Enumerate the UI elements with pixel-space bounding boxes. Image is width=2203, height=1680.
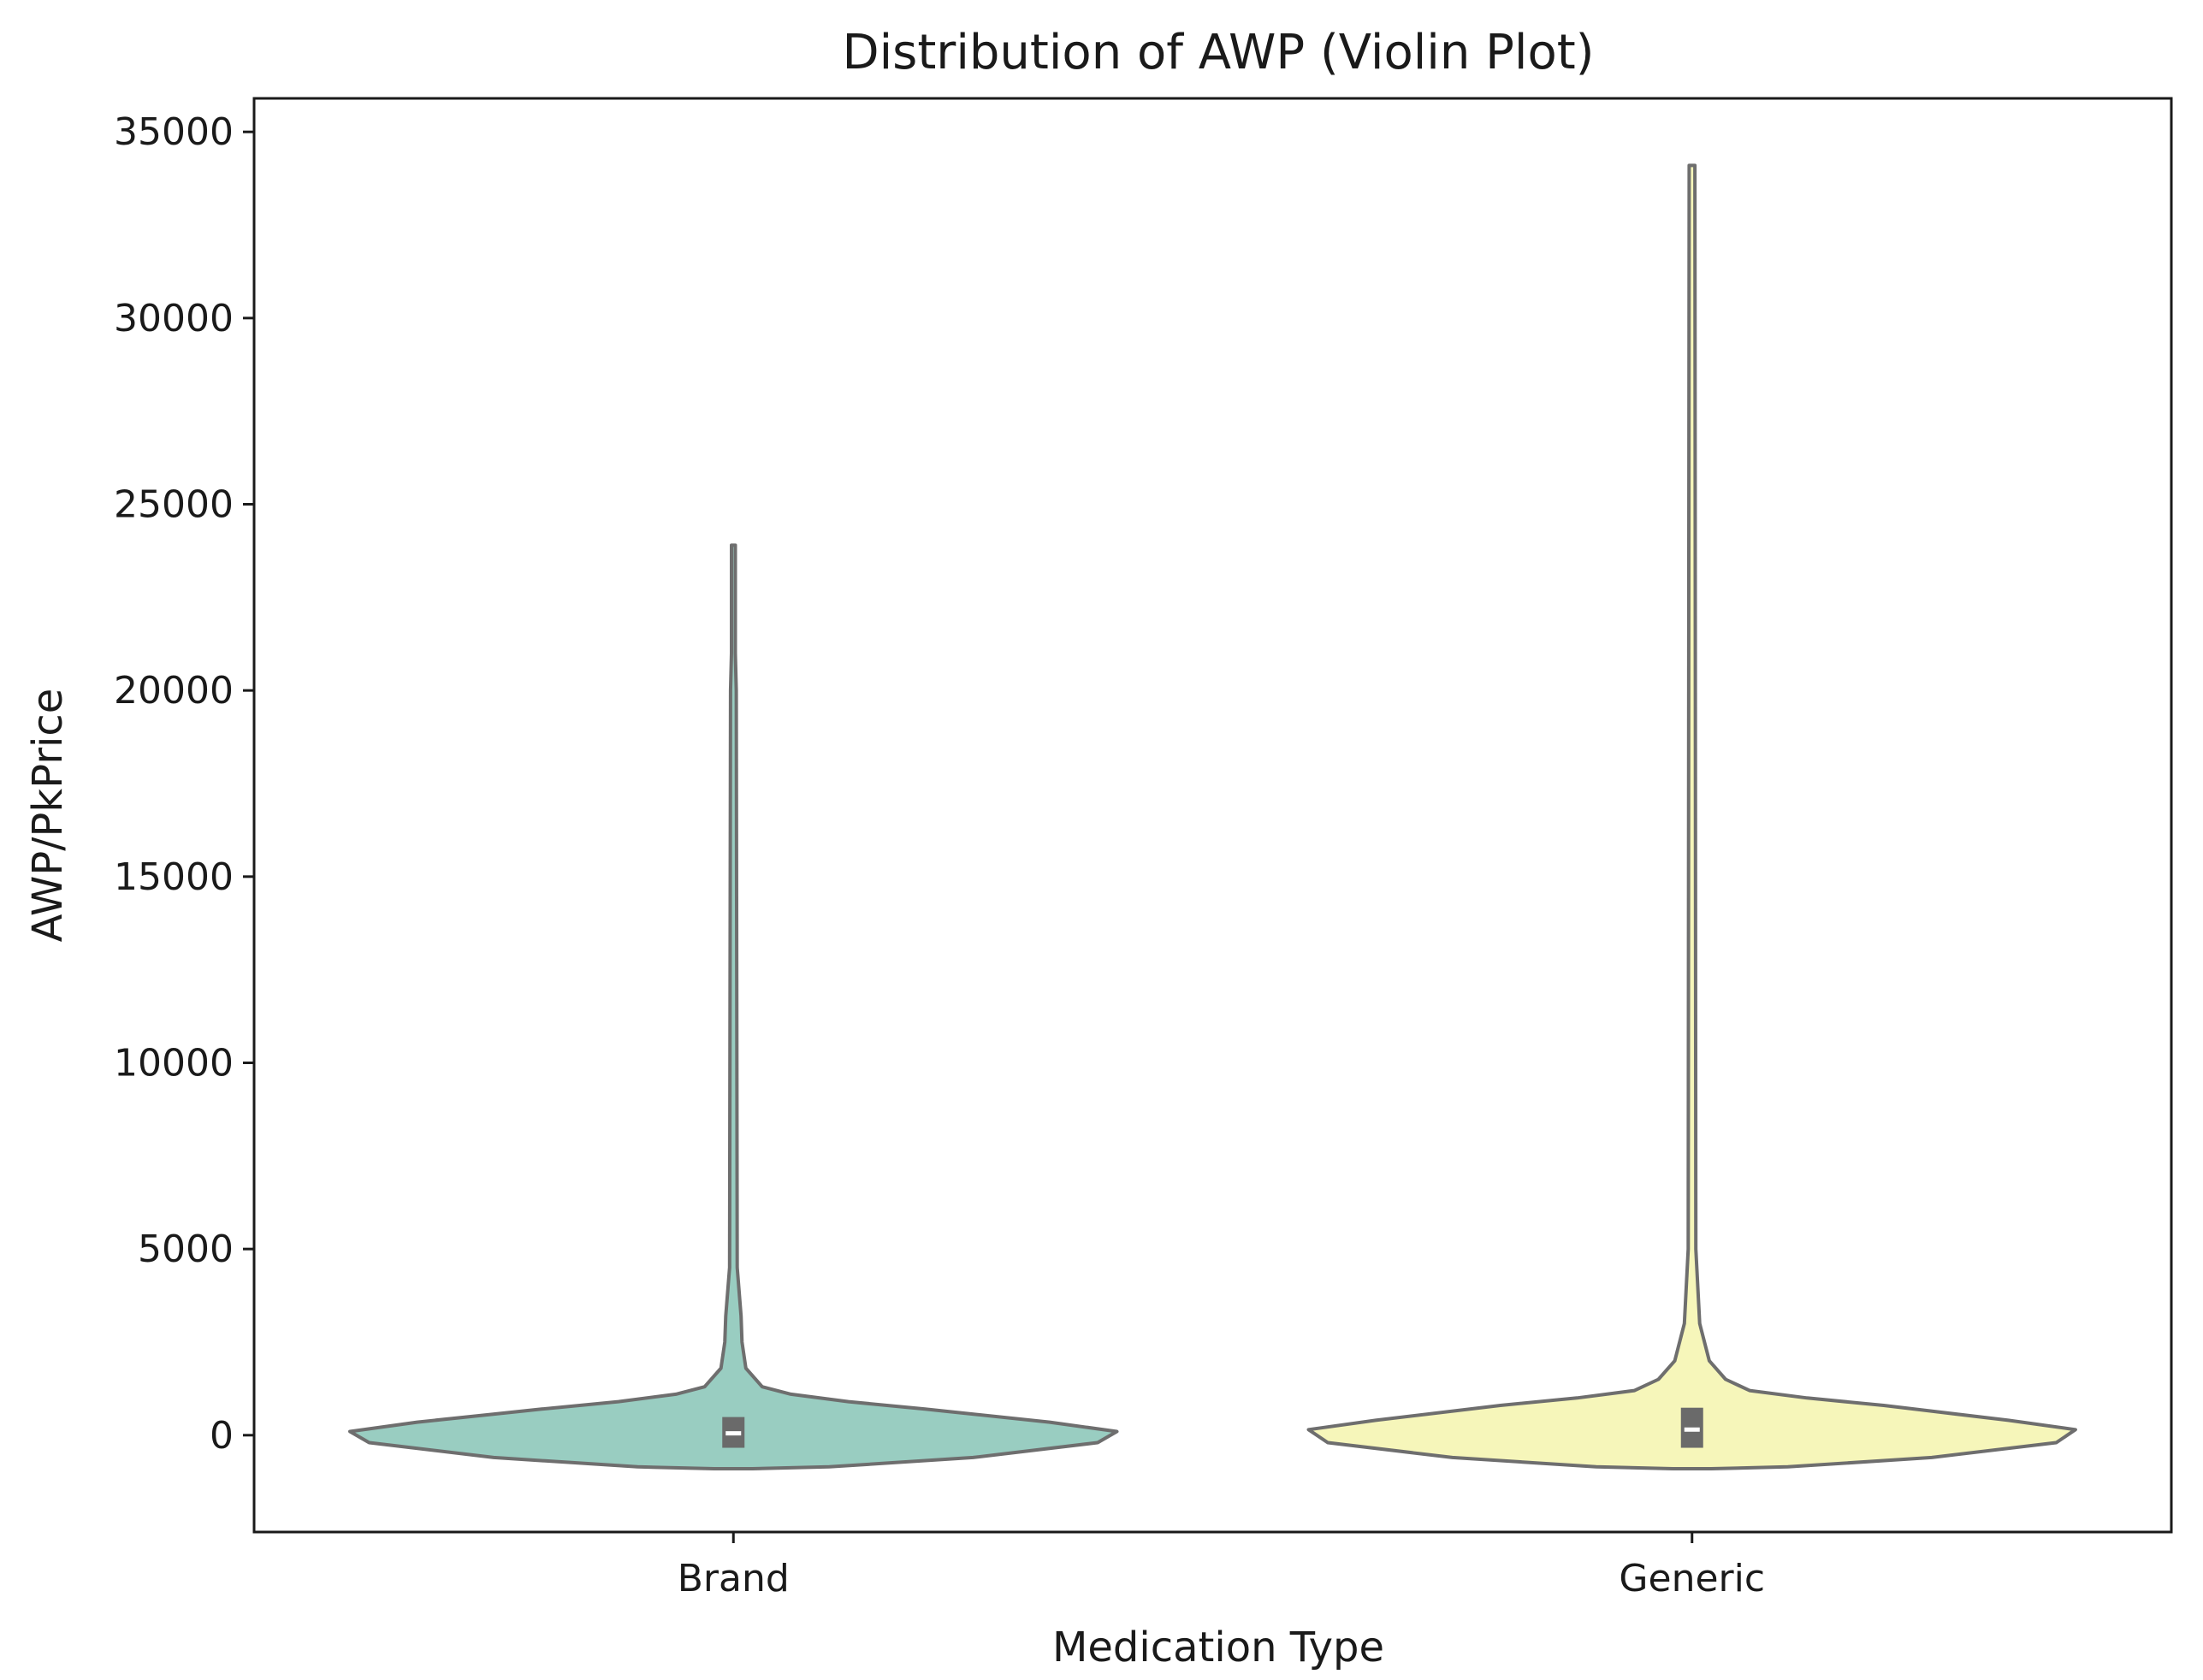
y-tick-label: 10000 <box>114 1041 234 1085</box>
violin-body-brand <box>348 543 1119 1470</box>
x-axis: Brand Generic <box>678 1532 1765 1600</box>
x-axis-label: Medication Type <box>1052 1624 1384 1671</box>
y-tick-label: 30000 <box>114 297 234 340</box>
violin-body-generic <box>1306 163 2077 1470</box>
plot-frame <box>252 97 2173 1534</box>
y-tick-label: 25000 <box>114 483 234 527</box>
plot-area <box>348 163 2077 1470</box>
y-tick-label: 20000 <box>114 669 234 713</box>
y-axis-label: AWP/PkPrice <box>24 689 72 943</box>
y-tick-label: 0 <box>210 1414 234 1458</box>
y-axis: 0 5000 10000 15000 20000 25000 30000 35000 <box>114 110 254 1458</box>
y-tick-label: 15000 <box>114 855 234 899</box>
y-tick-label: 35000 <box>114 110 234 154</box>
x-tick-label: Brand <box>678 1557 790 1600</box>
x-tick-label: Generic <box>1619 1557 1765 1600</box>
chart-title: Distribution of AWP (Violin Plot) <box>842 25 1594 80</box>
y-tick-label: 5000 <box>138 1227 234 1271</box>
